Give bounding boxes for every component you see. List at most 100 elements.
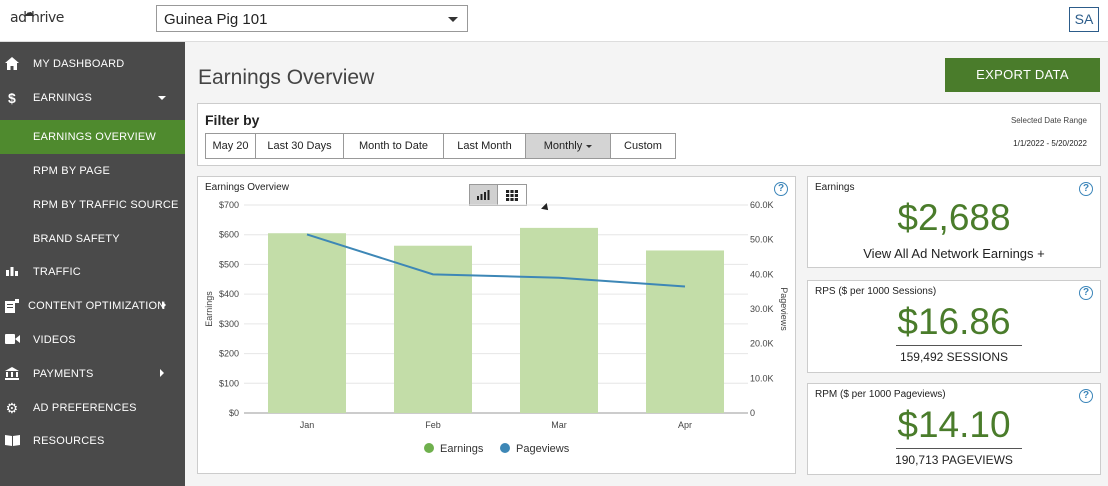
book-icon — [5, 434, 20, 448]
x-tick-label: Mar — [551, 420, 567, 430]
y-right-tick-label: 50.0K — [750, 235, 774, 245]
grid-icon — [506, 189, 518, 201]
rpm-pageviews: 190,713 PAGEVIEWS — [895, 453, 1013, 467]
user-avatar[interactable]: SA — [1069, 7, 1099, 32]
rpm-help-icon[interactable]: ? — [1079, 389, 1093, 403]
x-tick-label: Feb — [425, 420, 441, 430]
rps-card: RPS ($ per 1000 Sessions) ? $16.86 159,4… — [807, 280, 1101, 373]
content-icon — [5, 299, 19, 313]
rps-card-title: RPS ($ per 1000 Sessions) — [815, 286, 937, 297]
date-range-value: 1/1/2022 - 5/20/2022 — [1013, 139, 1087, 148]
earnings-chart: $0 $100 $200 $300 $400 $500 $600 $700 0 10.0K 20.0… — [204, 200, 789, 455]
y-axis-label: Earnings — [204, 291, 214, 327]
y-right-tick-label: 40.0K — [750, 269, 774, 279]
export-data-button[interactable]: EXPORT DATA — [945, 58, 1100, 92]
filter-last-month-button[interactable]: Last Month — [444, 134, 526, 158]
sidebar-item-earnings-overview[interactable]: EARNINGS OVERVIEW — [0, 120, 185, 154]
y-right-tick-label: 0 — [750, 408, 755, 418]
legend-earnings-marker — [424, 443, 434, 453]
chevron-down-icon — [586, 144, 593, 148]
earnings-value: $2,688 — [897, 197, 1011, 238]
video-camera-icon — [5, 333, 20, 347]
sidebar: MY DASHBOARD $ EARNINGS EARNINGS OVERVIE… — [0, 42, 185, 486]
y-right-tick-label: 60.0K — [750, 200, 774, 210]
rpm-divider — [896, 448, 1022, 449]
earnings-card: Earnings ? $2,688 View All Ad Network Ea… — [807, 176, 1101, 268]
chevron-right-icon — [160, 369, 164, 377]
y-tick-label: $500 — [219, 259, 239, 269]
earnings-bar — [646, 250, 724, 413]
adthrive-logo[interactable]: ad☁hrive — [10, 6, 64, 26]
earnings-bar — [394, 245, 472, 413]
chevron-right-icon — [162, 301, 166, 309]
legend-pageviews-label: Pageviews — [516, 443, 570, 455]
rpm-card: RPM ($ per 1000 Pageviews) ? $14.10 190,… — [807, 383, 1101, 475]
earnings-chart-panel: Earnings Overview ? $0 $100 $200 $300 $400 $5… — [197, 176, 796, 474]
chart-title: Earnings Overview — [205, 182, 289, 193]
filter-custom-button[interactable]: Custom — [611, 134, 675, 158]
sidebar-item-rpm-by-page[interactable]: RPM BY PAGE — [33, 165, 110, 177]
dollar-icon: $ — [8, 90, 16, 106]
y-tick-label: $0 — [229, 408, 239, 418]
chevron-down-icon — [448, 17, 458, 22]
sidebar-item-rpm-by-traffic-source[interactable]: RPM BY TRAFFIC SOURCE — [33, 199, 179, 211]
y-tick-label: $300 — [219, 319, 239, 329]
y-right-tick-label: 30.0K — [750, 304, 774, 314]
sidebar-item-brand-safety[interactable]: BRAND SAFETY — [33, 233, 120, 245]
y-tick-label: $400 — [219, 289, 239, 299]
legend-earnings-label: Earnings — [440, 443, 484, 455]
filter-last-30-days-button[interactable]: Last 30 Days — [256, 134, 344, 158]
filter-month-to-date-button[interactable]: Month to Date — [344, 134, 444, 158]
sidebar-item-content-optimization[interactable]: CONTENT OPTIMIZATION — [0, 289, 185, 323]
filter-button-group: May 20 Last 30 Days Month to Date Last M… — [205, 133, 676, 159]
legend-pageviews-marker — [500, 443, 510, 453]
rpm-value: $14.10 — [897, 404, 1011, 445]
sidebar-item-videos[interactable]: VIDEOS — [0, 323, 185, 357]
y-right-tick-label: 20.0K — [750, 339, 774, 349]
sidebar-item-traffic[interactable]: TRAFFIC — [0, 255, 185, 289]
bank-icon — [5, 367, 19, 381]
rps-sessions: 159,492 SESSIONS — [899, 350, 1009, 364]
y-tick-label: $700 — [219, 200, 239, 210]
view-all-ad-network-earnings-link[interactable]: View All Ad Network Earnings + — [863, 246, 1045, 261]
rps-divider — [896, 345, 1022, 346]
sidebar-item-earnings[interactable]: $ EARNINGS — [0, 81, 185, 115]
y-right-axis-label: Pageviews — [779, 287, 789, 331]
table-view-button[interactable] — [498, 185, 526, 205]
earnings-bar — [268, 233, 346, 413]
bar-chart-icon — [477, 190, 490, 201]
rps-value: $16.86 — [897, 301, 1011, 342]
earnings-help-icon[interactable]: ? — [1079, 182, 1093, 196]
site-selector-value: Guinea Pig 101 — [164, 11, 268, 28]
sidebar-item-ad-preferences[interactable]: ⚙ AD PREFERENCES — [5, 400, 137, 416]
x-tick-label: Jan — [300, 420, 315, 430]
sidebar-item-my-dashboard[interactable]: MY DASHBOARD — [0, 47, 185, 81]
sidebar-item-payments[interactable]: PAYMENTS — [0, 357, 185, 391]
earnings-card-title: Earnings — [815, 182, 855, 193]
sidebar-item-resources[interactable]: RESOURCES — [0, 424, 185, 458]
cloud-icon: ☁ — [23, 6, 34, 19]
filter-may-20-button[interactable]: May 20 — [206, 134, 256, 158]
site-selector[interactable]: Guinea Pig 101 — [156, 5, 468, 32]
filter-title: Filter by — [205, 112, 260, 128]
y-tick-label: $200 — [219, 349, 239, 359]
y-right-tick-label: 10.0K — [750, 373, 774, 383]
page-title: Earnings Overview — [198, 66, 375, 89]
home-icon — [5, 57, 19, 71]
filter-panel: Filter by May 20 Last 30 Days Month to D… — [197, 103, 1101, 166]
bar-chart-icon — [5, 265, 19, 279]
x-tick-label: Apr — [678, 420, 692, 430]
y-tick-label: $100 — [219, 378, 239, 388]
pageviews-line — [306, 233, 686, 288]
filter-monthly-dropdown[interactable]: Monthly — [526, 134, 611, 158]
chart-help-icon[interactable]: ? — [774, 182, 788, 196]
date-range-label: Selected Date Range — [1010, 116, 1087, 125]
y-tick-label: $600 — [219, 230, 239, 240]
earnings-bar — [520, 227, 598, 413]
chart-view-button[interactable] — [470, 185, 498, 205]
chevron-down-icon — [158, 96, 166, 100]
gear-icon: ⚙ — [5, 400, 19, 416]
rps-help-icon[interactable]: ? — [1079, 286, 1093, 300]
rpm-card-title: RPM ($ per 1000 Pageviews) — [815, 389, 946, 400]
top-bar: ad☁hrive Guinea Pig 101 SA — [0, 0, 1108, 42]
